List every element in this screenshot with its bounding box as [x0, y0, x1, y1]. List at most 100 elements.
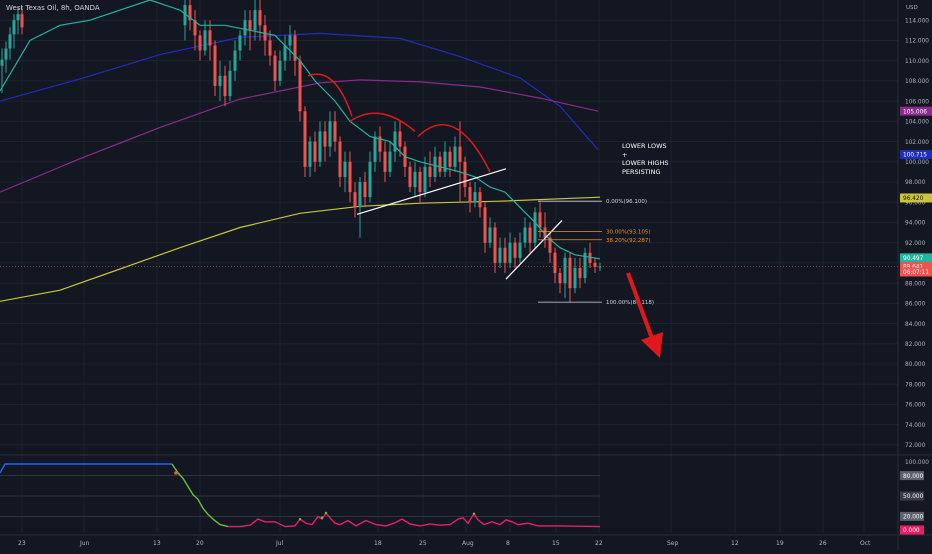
candle-body — [463, 161, 467, 188]
candle-body — [358, 182, 362, 208]
candle — [453, 136, 457, 172]
candle — [228, 60, 232, 102]
osc-tick-label: 20.000 — [903, 515, 924, 521]
candle-body — [4, 48, 8, 60]
candle-body — [443, 151, 447, 172]
candle-body — [493, 227, 497, 263]
candle-body — [498, 247, 502, 263]
price-tick-label: 114.000 — [905, 18, 929, 24]
candle — [283, 35, 287, 71]
candle-body — [293, 35, 297, 61]
candle — [20, 7, 24, 35]
candle — [198, 30, 202, 61]
osc-tick-label: 0.000 — [903, 528, 920, 534]
candle-body — [568, 257, 572, 289]
candle — [263, 15, 267, 56]
time-tick-label: 8 — [506, 540, 510, 547]
candle — [318, 121, 322, 167]
candle-body — [318, 131, 322, 162]
candle — [323, 121, 327, 162]
price-tick-label: 72.000 — [905, 443, 926, 449]
time-tick-label: Aug — [462, 540, 474, 547]
price-badge-bg — [900, 150, 932, 160]
osc-badge-bg — [900, 525, 924, 535]
candle — [8, 27, 12, 60]
candle-body — [428, 166, 432, 177]
candle-body — [553, 252, 557, 273]
osc-line-blue — [0, 463, 172, 474]
candle — [358, 176, 362, 238]
price-badge: 06:07:11 — [900, 267, 932, 277]
price-tick-label: 104.000 — [905, 120, 929, 126]
time-tick-label: 18 — [374, 540, 382, 547]
price-tick-label: 106.000 — [905, 99, 929, 105]
candle-body — [208, 30, 212, 46]
candle-body — [393, 131, 397, 152]
price-tick-label: 74.000 — [905, 423, 926, 429]
candle — [308, 136, 312, 177]
arrow-shaft — [626, 272, 655, 342]
candle-body — [188, 5, 192, 21]
osc-tick-label: 50.000 — [903, 494, 924, 500]
candle — [483, 202, 487, 253]
candle — [443, 141, 447, 177]
candle-body — [433, 156, 437, 177]
candle-body — [563, 257, 567, 284]
candle — [353, 182, 357, 218]
candle-body — [248, 20, 252, 31]
time-tick-label: 20 — [196, 540, 204, 547]
candle-body — [16, 14, 20, 21]
price-badge: 96.420 — [900, 193, 932, 203]
candle-body — [413, 171, 417, 188]
candle — [288, 25, 292, 61]
candle — [418, 166, 422, 203]
candle-body — [478, 192, 482, 208]
candle — [193, 10, 197, 51]
candle-body — [258, 10, 262, 26]
candle-body — [12, 20, 16, 35]
red-arc-3 — [417, 124, 491, 173]
candle — [393, 121, 397, 162]
candle-body — [528, 227, 532, 243]
trailing-stop-line — [0, 0, 601, 260]
candle-body — [543, 227, 547, 238]
candle — [558, 267, 562, 294]
candle-body — [288, 35, 292, 46]
candle-body — [503, 247, 507, 263]
price-tick-label: 76.000 — [905, 403, 926, 409]
price-badge: 100.715 — [900, 150, 932, 160]
time-tick-label: 26 — [819, 540, 827, 547]
candle-body — [483, 207, 487, 243]
candle-body — [218, 75, 222, 86]
red-arc-2 — [349, 112, 416, 133]
candle — [258, 0, 262, 41]
candle-body — [278, 60, 282, 81]
candle-body — [198, 35, 202, 51]
candle-body — [488, 227, 492, 243]
candle-body — [583, 252, 587, 279]
candle — [523, 217, 527, 248]
fib-level-label: 30.00%(93.105) — [606, 229, 651, 235]
arrow-head — [641, 332, 663, 358]
candle — [573, 257, 577, 294]
price-tick-label: 98.000 — [905, 180, 926, 186]
candle — [203, 20, 207, 56]
candle — [598, 262, 602, 271]
candle — [533, 207, 537, 248]
candle-body — [238, 35, 242, 51]
candle-body — [473, 192, 477, 203]
osc-tick-label: 80.000 — [903, 474, 924, 480]
candle — [338, 136, 342, 188]
candle-body — [523, 227, 527, 243]
ma-blue-line — [0, 32, 599, 150]
candle-body — [8, 34, 12, 49]
candle — [568, 252, 572, 303]
candle-body — [373, 136, 377, 162]
candle-body — [448, 151, 452, 167]
candle — [553, 247, 557, 284]
candle-body — [418, 171, 422, 193]
candle — [493, 222, 497, 273]
price-badge: 105.006 — [900, 106, 932, 116]
candle-body — [223, 75, 227, 97]
